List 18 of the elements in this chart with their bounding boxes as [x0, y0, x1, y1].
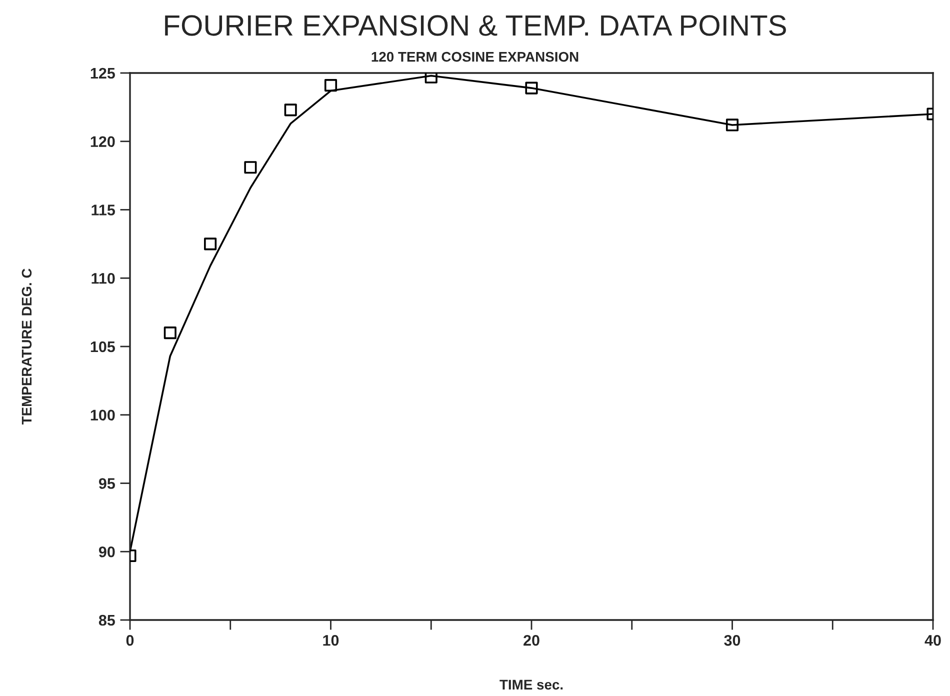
- y-tick-label: 85: [98, 614, 115, 626]
- y-tick-label: 95: [98, 478, 115, 489]
- chart-subtitle: 120 TERM COSINE EXPANSION: [372, 52, 578, 62]
- x-tick-label: 40: [924, 634, 941, 646]
- x-tick-label: 10: [323, 634, 339, 646]
- x-tick-label: 30: [724, 634, 740, 646]
- y-tick-label: 125: [90, 68, 115, 79]
- x-tick-label: 20: [524, 634, 540, 646]
- y-tick-label: 90: [98, 546, 115, 558]
- x-tick-label: 0: [126, 634, 134, 646]
- y-tick-label: 120: [90, 136, 115, 148]
- y-tick-label: 100: [90, 410, 115, 421]
- x-axis-title: TIME sec.: [500, 680, 563, 690]
- chart-title: FOURIER EXPANSION & TEMP. DATA POINTS: [165, 15, 786, 36]
- y-tick-label: 115: [92, 204, 115, 216]
- y-tick-label: 110: [92, 272, 115, 284]
- y-axis-title: TEMPERATURE DEG. C: [22, 268, 32, 425]
- y-tick-label: 105: [90, 341, 115, 352]
